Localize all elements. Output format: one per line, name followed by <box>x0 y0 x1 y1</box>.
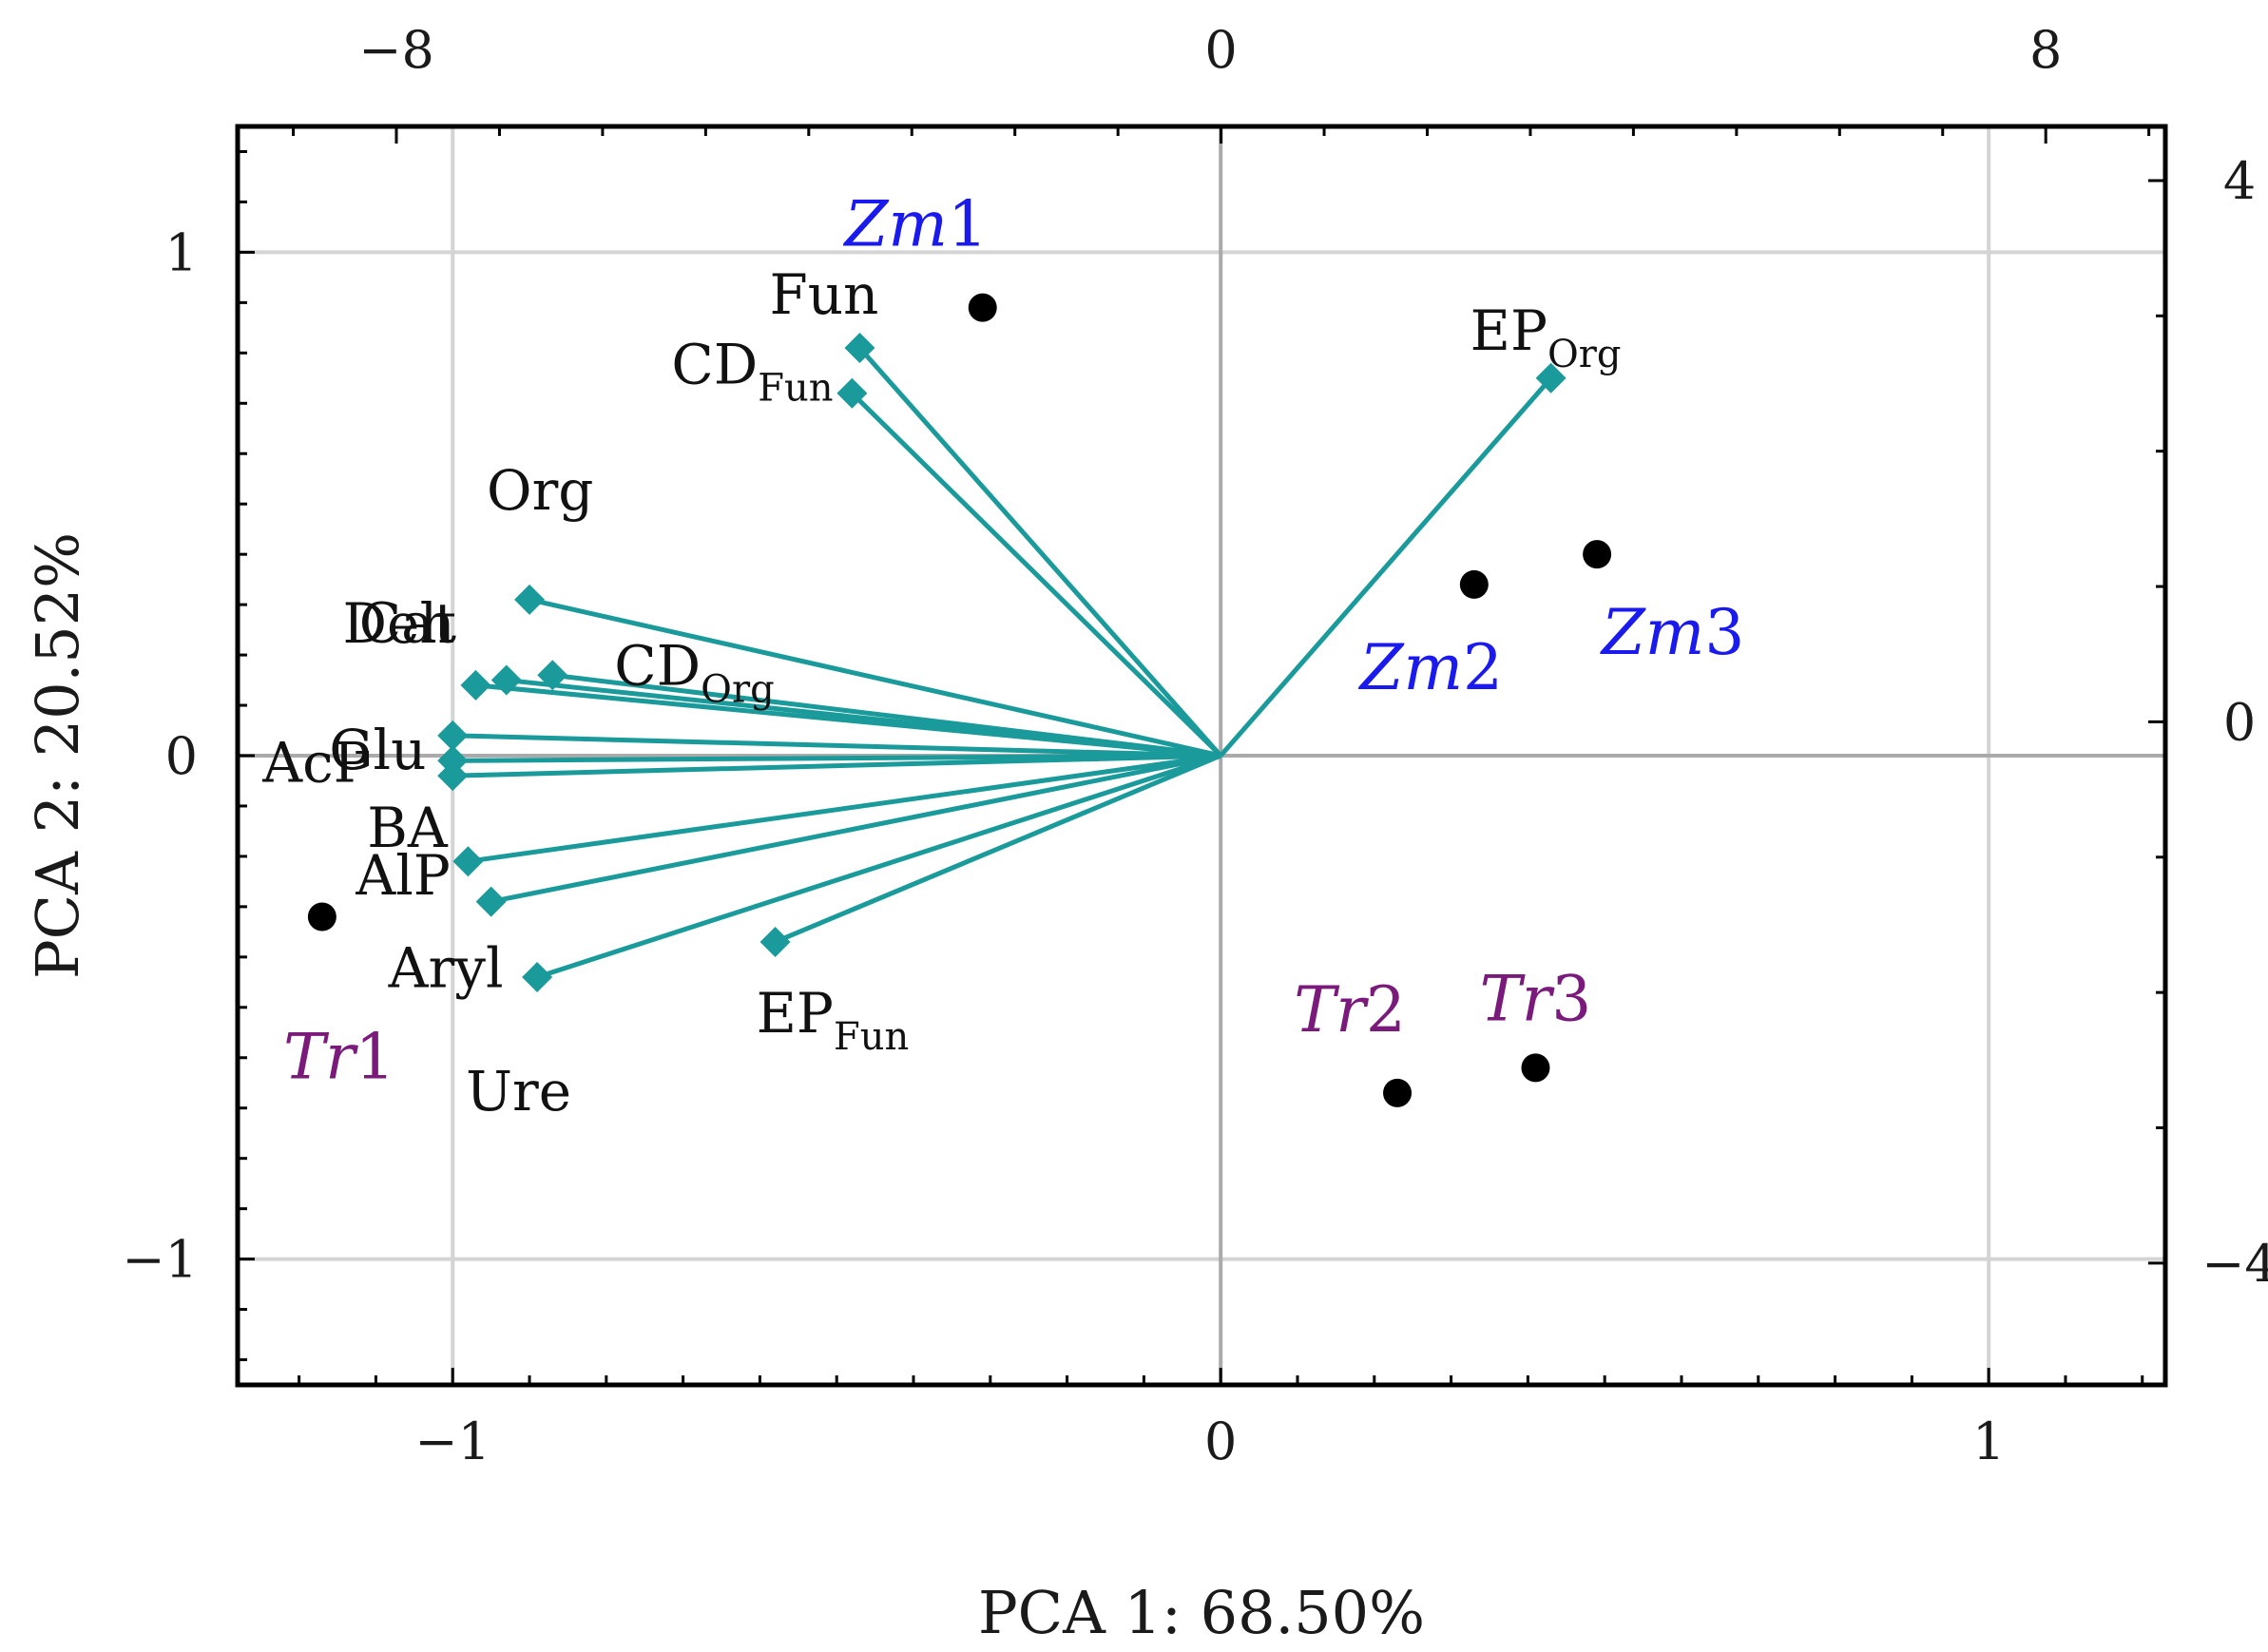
top-tick-label: 8 <box>2029 20 2062 80</box>
variable-label: EPFun <box>757 981 910 1059</box>
vector-marker <box>437 720 469 751</box>
vector-marker <box>1535 362 1566 394</box>
top-tick-label: −8 <box>358 20 434 80</box>
vector-marker <box>475 886 507 917</box>
case-point <box>1521 1053 1550 1083</box>
case-points <box>307 293 1612 1107</box>
top-tick-label: 0 <box>1204 20 1237 80</box>
vector-marker <box>437 760 469 792</box>
case-point <box>1583 540 1612 569</box>
vector-line <box>774 753 1222 945</box>
minor-ticks <box>238 126 2165 1385</box>
loading-vectors <box>437 333 1566 993</box>
variable-label: Cat <box>359 591 456 656</box>
chart-labels: FunCDFunEPOrgOrgCDOrgCatDehGluAcPBAAlPAr… <box>261 188 1744 1124</box>
case-point <box>968 293 997 322</box>
variable-label: Deh <box>342 591 454 656</box>
variable-label: AcP <box>261 730 370 795</box>
variable-label: CDFun <box>671 333 833 411</box>
vector-line <box>452 753 1221 778</box>
variable-label: Ure <box>466 1059 571 1124</box>
case-point <box>307 902 336 932</box>
vector-line <box>452 753 1221 763</box>
vector-marker <box>460 669 491 701</box>
y-tick-label: 0 <box>165 726 198 786</box>
right-tick-label: −4 <box>2201 1234 2268 1294</box>
case-label: Zm2 <box>1358 631 1503 704</box>
variable-label: Glu <box>329 718 426 782</box>
case-label: Zm3 <box>1600 596 1744 669</box>
vector-line <box>850 391 1222 758</box>
y-tick-label: −1 <box>122 1230 198 1290</box>
x-axis-title: PCA 1: 68.50% <box>978 1578 1425 1647</box>
vector-marker <box>514 584 546 615</box>
vector-marker <box>836 377 868 409</box>
vector-line <box>475 682 1221 759</box>
right-tick-label: 4 <box>2223 151 2256 211</box>
variable-label: Aryl <box>388 936 504 1001</box>
variable-label: Fun <box>769 262 878 327</box>
vector-line <box>529 597 1221 759</box>
vector-line <box>490 753 1221 905</box>
case-label: Tr2 <box>1294 973 1406 1047</box>
case-label: Tr3 <box>1480 962 1592 1035</box>
y-tick-label: 1 <box>165 222 198 282</box>
variable-label: Org <box>487 458 593 523</box>
x-tick-label: 1 <box>1972 1412 2005 1471</box>
case-point <box>1383 1078 1413 1107</box>
variable-label: EPOrg <box>1470 298 1622 376</box>
vector-marker <box>759 926 791 957</box>
case-label: Tr1 <box>283 1020 395 1093</box>
vector-marker <box>844 333 875 364</box>
case-label: Zm1 <box>843 188 988 261</box>
axis-tick-labels: −1 0 1 1 0 −1 −8 0 8 4 0 −4 <box>122 20 2268 1471</box>
vector-line <box>452 733 1221 759</box>
y-axis-title: PCA 2: 20.52% <box>23 532 92 979</box>
vector-line <box>536 753 1221 980</box>
vector-marker <box>522 962 553 993</box>
vector-line <box>857 346 1223 758</box>
right-tick-label: 0 <box>2223 692 2256 752</box>
variable-label: AlP <box>355 843 450 908</box>
vector-marker <box>452 846 484 877</box>
variable-label: BA <box>367 796 449 860</box>
vector-line <box>1219 376 1553 758</box>
case-point <box>1459 569 1489 599</box>
x-tick-label: 0 <box>1204 1412 1237 1471</box>
x-tick-label: −1 <box>414 1412 490 1471</box>
vector-line <box>468 753 1221 864</box>
